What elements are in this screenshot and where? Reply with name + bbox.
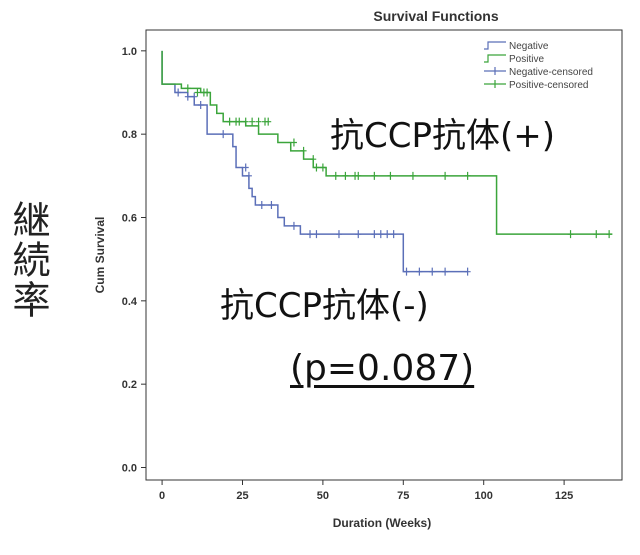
censor-mark-positive [342,171,349,180]
x-tick-label: 75 [397,490,409,502]
series-line-negative [161,50,468,273]
censor-mark-negative [290,221,297,230]
censor-mark-negative [371,230,378,239]
censor-mark-negative [313,230,320,239]
censor-mark-negative [416,267,423,276]
y-tick-label: 0.8 [122,129,137,141]
censor-mark-negative [464,267,471,276]
censor-mark-negative [335,230,342,239]
censor-mark-negative [197,101,204,109]
censor-mark-negative [242,163,249,172]
censor-mark-negative [258,201,265,209]
legend-label: Positive [509,54,544,65]
positive-annotation: 抗CCP抗体(+) [330,116,556,156]
chart-title: Survival Functions [373,8,498,24]
y-axis-label: Cum Survival [93,217,107,294]
x-axis-label: Duration (Weeks) [333,516,431,530]
censor-mark-negative [390,230,397,239]
censor-mark-positive [226,117,233,126]
censor-mark-positive [355,171,362,180]
side-label: 継続率 [6,200,50,320]
censor-mark-negative [268,201,275,209]
censor-mark-negative [184,92,191,101]
x-tick-label: 125 [555,490,573,502]
y-tick-label: 0.6 [122,213,137,225]
x-tick-label: 0 [159,490,165,502]
censor-mark-positive [371,171,378,180]
censor-mark-negative [307,230,314,239]
censor-mark-positive [464,171,471,180]
censor-mark-positive [409,171,416,180]
x-tick-label: 100 [475,490,493,502]
legend: Negative Positive Negative-censored Positiv… [484,41,593,91]
censor-mark-negative [429,267,436,276]
censor-mark-positive [319,163,326,172]
censor-mark-positive [265,117,272,126]
censor-mark-positive [194,88,201,97]
x-axis: 0 25 50 75 100 125 [159,480,573,502]
y-tick-label: 0.4 [122,296,138,308]
y-tick-label: 1.0 [122,46,137,58]
censor-mark-negative [403,267,410,276]
x-tick-label: 25 [236,490,248,502]
legend-swatch [484,41,506,50]
negative-annotation: 抗CCP抗体(-) [220,286,429,326]
censor-mark-positive [593,230,600,239]
series-layer [161,50,613,276]
censor-mark-positive [249,117,256,126]
censor-mark-positive [606,230,613,239]
censor-mark-positive [204,88,211,97]
censor-mark-negative [442,267,449,276]
censor-mark-positive [332,171,339,180]
censor-mark-positive [236,117,243,126]
censor-mark-positive [242,117,249,126]
legend-label: Negative-censored [509,67,593,78]
censor-mark-positive [567,230,574,239]
censor-mark-positive [442,171,449,180]
legend-label: Negative [509,41,549,52]
censor-mark-positive [310,155,317,164]
legend-label: Positive-censored [509,80,588,91]
p-value-annotation: (p=0.087) [290,348,475,389]
censor-mark-negative [384,230,391,239]
censor-mark-positive [300,146,307,155]
censor-mark-negative [175,88,182,97]
plot-frame [145,29,623,481]
censor-mark-negative [220,130,227,139]
censor-mark-positive [313,163,320,172]
censor-mark-negative [355,230,362,239]
y-tick-label: 0.2 [122,379,137,391]
censor-mark-positive [184,84,191,93]
censor-mark-negative [245,171,252,180]
x-tick-label: 50 [317,490,329,502]
censor-mark-positive [255,117,262,126]
legend-swatch [484,54,506,63]
y-tick-label: 0.0 [122,463,137,475]
censor-mark-positive [290,138,297,147]
censor-mark-negative [377,230,384,239]
censor-mark-positive [387,171,394,180]
censor-mark-negative [191,92,198,101]
y-axis: 0.0 0.2 0.4 0.6 0.8 1.0 [122,46,146,475]
